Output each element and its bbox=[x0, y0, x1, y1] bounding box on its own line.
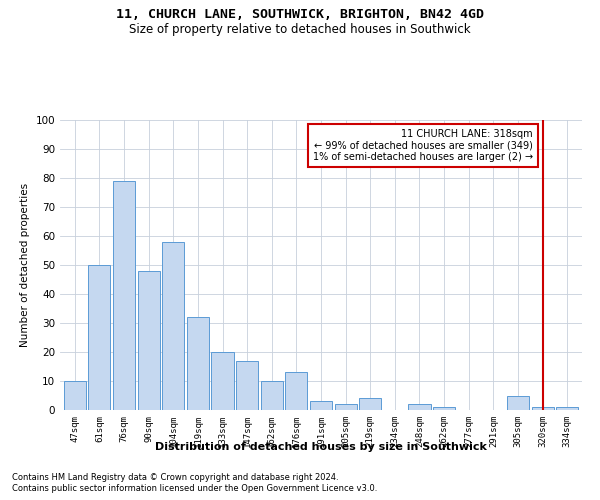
Text: Contains public sector information licensed under the Open Government Licence v3: Contains public sector information licen… bbox=[12, 484, 377, 493]
Text: 11, CHURCH LANE, SOUTHWICK, BRIGHTON, BN42 4GD: 11, CHURCH LANE, SOUTHWICK, BRIGHTON, BN… bbox=[116, 8, 484, 20]
Bar bbox=[285, 372, 307, 410]
Text: Size of property relative to detached houses in Southwick: Size of property relative to detached ho… bbox=[129, 22, 471, 36]
Bar bbox=[310, 402, 332, 410]
Bar bbox=[359, 398, 382, 410]
Bar bbox=[409, 404, 431, 410]
Bar bbox=[162, 242, 184, 410]
Bar bbox=[335, 404, 357, 410]
Bar bbox=[260, 381, 283, 410]
Bar bbox=[433, 407, 455, 410]
Bar bbox=[187, 317, 209, 410]
Bar bbox=[64, 381, 86, 410]
Bar bbox=[137, 271, 160, 410]
Text: 11 CHURCH LANE: 318sqm
← 99% of detached houses are smaller (349)
1% of semi-det: 11 CHURCH LANE: 318sqm ← 99% of detached… bbox=[313, 128, 533, 162]
Y-axis label: Number of detached properties: Number of detached properties bbox=[20, 183, 30, 347]
Bar bbox=[113, 181, 135, 410]
Bar bbox=[532, 407, 554, 410]
Bar bbox=[88, 265, 110, 410]
Bar bbox=[507, 396, 529, 410]
Text: Distribution of detached houses by size in Southwick: Distribution of detached houses by size … bbox=[155, 442, 487, 452]
Text: Contains HM Land Registry data © Crown copyright and database right 2024.: Contains HM Land Registry data © Crown c… bbox=[12, 472, 338, 482]
Bar bbox=[211, 352, 233, 410]
Bar bbox=[236, 360, 258, 410]
Bar bbox=[556, 407, 578, 410]
